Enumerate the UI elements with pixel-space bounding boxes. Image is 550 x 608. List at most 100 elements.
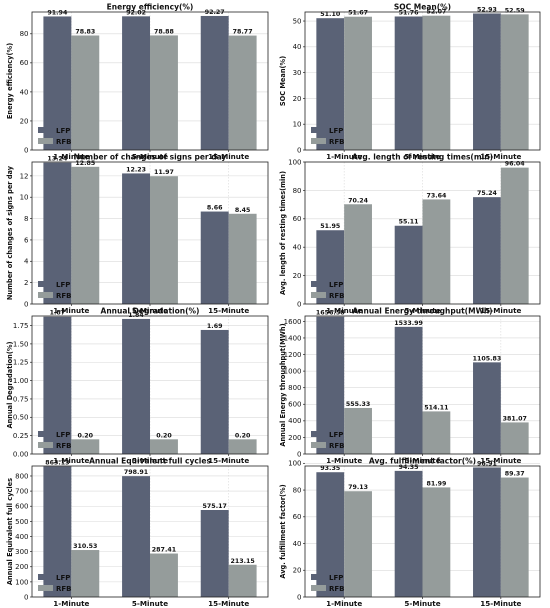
data-label: 8.66 [207, 205, 223, 212]
data-label: 81.99 [426, 480, 446, 487]
bar-rfb [150, 176, 178, 304]
y-tick-label: 800 [288, 384, 301, 392]
legend: LFP RFB [38, 127, 72, 146]
bar-lfp [43, 162, 72, 304]
bar-lfp [122, 318, 150, 454]
legend-label: LFP [329, 281, 343, 289]
chart-panel: 1.87 0.20 1-Minute 1.84 0.20 5-Minute 1.69 0.20… [6, 307, 269, 465]
data-label: 96.04 [505, 161, 526, 168]
legend-swatch-lfp [38, 574, 53, 580]
legend-swatch-rfb [311, 138, 326, 144]
y-tick-label: 60 [293, 215, 302, 223]
data-label: 1105.83 [473, 355, 502, 362]
y-axis-label: Energy efficiency(%) [6, 43, 14, 119]
y-axis-label: Annual Degradation(%) [6, 342, 14, 429]
y-tick-label: 400 [15, 533, 28, 541]
bar-lfp [394, 225, 423, 304]
y-tick-label: 10 [293, 121, 302, 129]
legend: LFP RFB [311, 281, 345, 300]
data-label: 310.53 [73, 543, 97, 550]
x-tick-label: 1-Minute [53, 456, 89, 465]
bar-lfp [473, 197, 501, 304]
legend-swatch-lfp [311, 281, 326, 287]
x-tick-label: 1-Minute [326, 456, 362, 465]
x-tick-label: 15-Minute [208, 306, 249, 315]
data-label: 11.97 [154, 169, 174, 176]
data-label: 78.88 [154, 28, 174, 35]
x-tick-label: 5-Minute [132, 152, 168, 161]
y-tick-label: 400 [288, 417, 301, 425]
y-tick-label: 700 [15, 488, 28, 496]
bar-rfb [500, 477, 529, 597]
data-label: 51.76 [399, 9, 420, 16]
y-tick-label: 20 [293, 567, 302, 575]
legend: LFP RFB [38, 431, 72, 450]
x-tick-label: 1-Minute [53, 599, 89, 608]
y-axis-label: Avg. length of resting times(min) [279, 171, 287, 295]
y-tick-label: 600 [288, 401, 301, 409]
y-tick-label: 10 [20, 194, 29, 202]
legend-label: RFB [329, 138, 345, 146]
data-label: 94.35 [399, 464, 419, 471]
legend: LFP RFB [38, 281, 72, 300]
x-tick-label: 1-Minute [53, 152, 89, 161]
y-tick-label: 0 [297, 450, 301, 458]
data-label: 8.45 [235, 207, 251, 214]
y-tick-label: 1600 [284, 318, 302, 326]
bar-rfb [71, 439, 100, 454]
chart-title: Annual Degradation(%) [101, 307, 200, 316]
chart-title: SOC Mean(%) [394, 3, 451, 12]
y-tick-label: 20 [293, 95, 302, 103]
data-label: 1656.58 [316, 310, 345, 317]
data-label: 1.84 [128, 312, 144, 319]
x-tick-label: 5-Minute [404, 599, 440, 608]
data-label: 73.64 [426, 192, 447, 199]
data-label: 863.13 [45, 459, 69, 466]
data-label: 52.59 [505, 7, 525, 14]
y-tick-label: 100 [288, 460, 301, 468]
x-tick-label: 5-Minute [404, 456, 440, 465]
x-tick-label: 5-Minute [132, 306, 168, 315]
plot-frame [31, 161, 269, 305]
y-tick-label: 40 [293, 43, 302, 51]
y-tick-label: 100 [15, 578, 28, 586]
legend-swatch-rfb [38, 292, 53, 298]
x-tick-label: 1-Minute [326, 306, 362, 315]
legend-swatch-rfb [38, 442, 53, 448]
legend-label: RFB [329, 585, 345, 593]
bar-lfp [473, 467, 501, 597]
plot-frame [304, 465, 541, 598]
plot-frame [304, 315, 541, 455]
bar-lfp [316, 230, 345, 304]
data-label: 555.33 [346, 401, 370, 408]
legend-label: LFP [56, 281, 70, 289]
y-tick-label: 1.25 [13, 359, 29, 367]
data-label: 1533.99 [394, 320, 423, 327]
bar-rfb [71, 166, 100, 304]
y-tick-label: 1200 [284, 351, 302, 359]
y-tick-label: 40 [293, 540, 302, 548]
y-tick-label: 20 [20, 117, 29, 125]
legend-label: LFP [56, 431, 70, 439]
y-tick-label: 1.75 [13, 322, 29, 330]
legend-label: LFP [329, 431, 343, 439]
y-tick-label: 500 [15, 518, 28, 526]
y-tick-label: 4 [24, 258, 29, 266]
legend: LFP RFB [311, 431, 345, 450]
data-label: 0.20 [78, 432, 94, 439]
legend-label: RFB [56, 442, 72, 450]
y-tick-label: 1400 [284, 334, 302, 342]
bar-rfb [422, 15, 451, 150]
y-tick-label: 50 [293, 17, 302, 25]
bar-rfb [344, 407, 372, 454]
data-label: 92.02 [126, 9, 146, 16]
chart-title: Annual Equivalent full cycles [89, 457, 211, 466]
plot-frame [31, 11, 269, 151]
data-label: 0.20 [156, 432, 172, 439]
y-tick-label: 0 [297, 300, 301, 308]
data-label: 514.11 [424, 404, 448, 411]
y-tick-label: 0 [297, 593, 301, 601]
y-axis-label: Avg. fulfillment factor(%) [279, 484, 287, 578]
data-label: 13.24 [47, 156, 68, 163]
bar-rfb [228, 213, 257, 304]
